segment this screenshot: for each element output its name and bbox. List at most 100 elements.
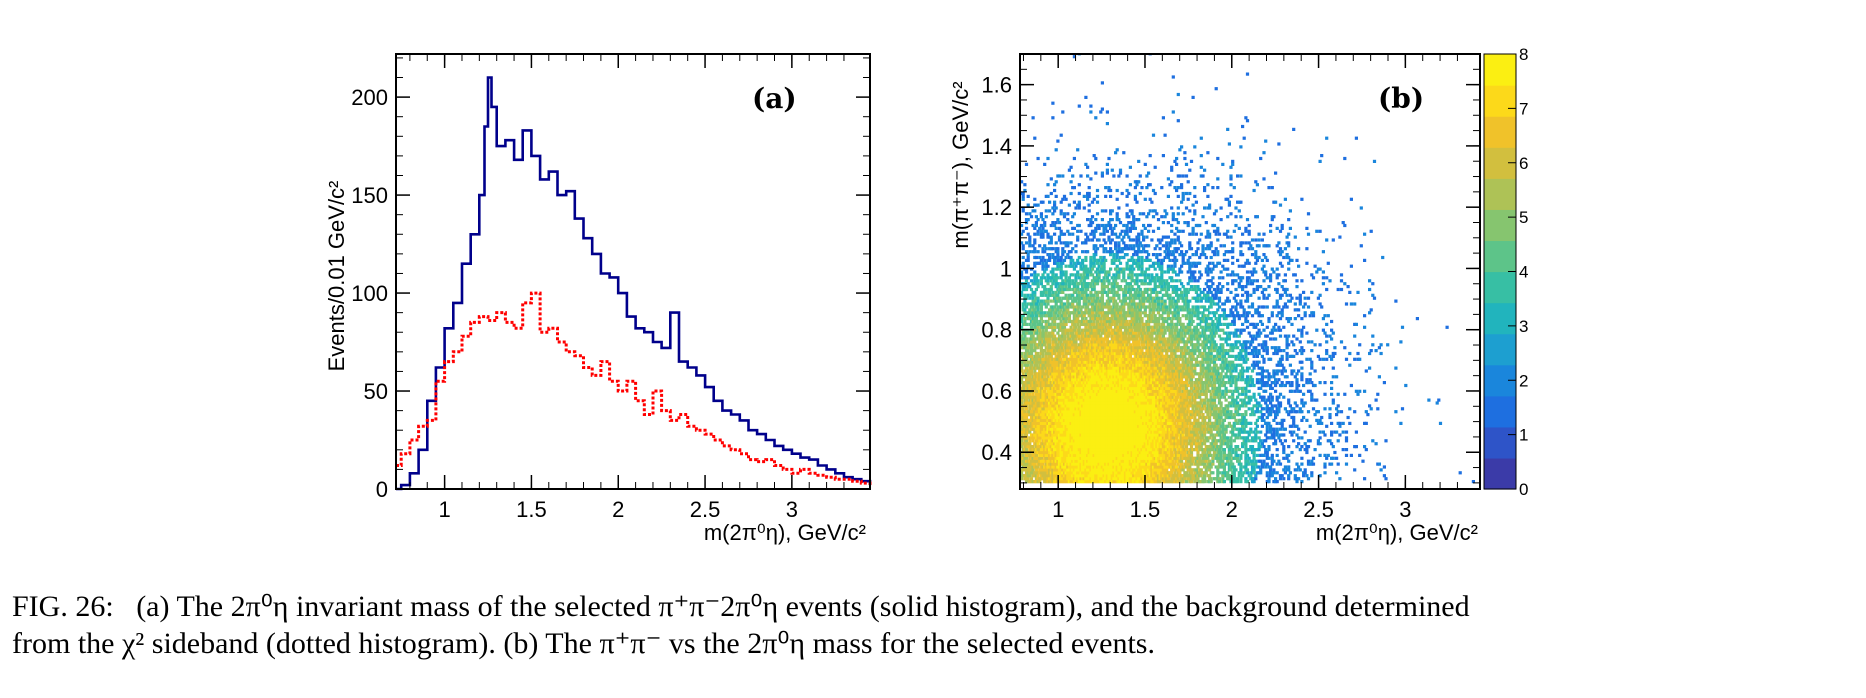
heatmap-cell xyxy=(1077,325,1081,329)
heatmap-cell xyxy=(1123,334,1128,338)
heatmap-cell xyxy=(1074,276,1078,280)
heatmap-cell xyxy=(1048,392,1052,396)
heatmap-cell xyxy=(1039,308,1043,312)
heatmap-cell xyxy=(1122,471,1126,475)
heatmap-cell xyxy=(1125,290,1129,294)
heatmap-cell xyxy=(1097,392,1101,396)
heatmap-cell xyxy=(1117,241,1121,245)
heatmap-cell xyxy=(1128,343,1132,347)
heatmap-cell xyxy=(1028,212,1032,216)
heatmap-cell xyxy=(1044,465,1048,469)
heatmap-cell xyxy=(1051,116,1055,120)
panel-label-a: (a) xyxy=(752,82,797,115)
heatmap-cell xyxy=(1082,410,1086,414)
heatmap-cell xyxy=(1087,392,1091,396)
heatmap-cell xyxy=(1112,413,1116,417)
heatmap-cell xyxy=(1053,209,1057,213)
heatmap-cell xyxy=(1041,200,1045,204)
heatmap-cell xyxy=(1044,410,1048,414)
heatmap-cell xyxy=(1048,200,1052,204)
heatmap-cell xyxy=(1081,378,1085,382)
heatmap-cell xyxy=(1033,372,1037,376)
heatmap-cell xyxy=(1051,328,1055,332)
heatmap-cell xyxy=(1034,331,1038,335)
heatmap-cell xyxy=(1033,474,1037,478)
heatmap-cell xyxy=(1051,453,1055,457)
heatmap-cell xyxy=(1071,389,1075,393)
heatmap-cell xyxy=(1066,212,1070,216)
heatmap-cell xyxy=(1066,244,1070,248)
heatmap-cell xyxy=(1122,314,1126,318)
heatmap-cell xyxy=(1076,270,1080,274)
heatmap-cell xyxy=(1061,471,1065,475)
heatmap-cell xyxy=(1094,398,1098,402)
heatmap-cell xyxy=(1054,337,1058,341)
heatmap-cell xyxy=(1099,448,1103,452)
heatmap-cell xyxy=(1127,258,1131,262)
heatmap-cell xyxy=(1067,456,1071,460)
heatmap-cell xyxy=(1100,474,1104,478)
heatmap-cell xyxy=(1082,442,1086,446)
heatmap-cell xyxy=(1115,383,1119,388)
heatmap-cell xyxy=(1127,410,1131,414)
heatmap-cell xyxy=(1021,191,1025,196)
heatmap-cell xyxy=(1021,247,1025,251)
heatmap-cell xyxy=(1056,261,1060,265)
heatmap-cell xyxy=(1039,212,1043,216)
heatmap-cell xyxy=(1115,285,1119,289)
heatmap-cell xyxy=(1090,334,1095,338)
heatmap-cell xyxy=(1082,270,1086,274)
heatmap-cell xyxy=(1094,343,1098,347)
heatmap-cell xyxy=(1051,325,1055,329)
heatmap-cell xyxy=(1020,180,1024,184)
heatmap-cell xyxy=(1067,276,1071,280)
heatmap-cell xyxy=(1034,465,1038,469)
heatmap-cell xyxy=(1122,427,1126,431)
heatmap-cell xyxy=(1066,462,1070,466)
heatmap-cell xyxy=(1128,477,1132,481)
heatmap-cell xyxy=(1057,407,1062,411)
heatmap-cell xyxy=(1115,218,1119,222)
heatmap-cell xyxy=(1046,375,1050,379)
heatmap-cell xyxy=(1082,445,1086,449)
heatmap-cell xyxy=(1064,480,1068,484)
heatmap-cell xyxy=(1097,337,1101,341)
heatmap-cell xyxy=(1099,317,1103,321)
heatmap-cell xyxy=(1044,346,1048,350)
heatmap-cell xyxy=(1094,308,1098,312)
heatmap-cell xyxy=(1044,404,1048,408)
heatmap-cell xyxy=(1090,328,1095,332)
heatmap-cell xyxy=(1034,317,1038,321)
heatmap-cell xyxy=(1132,363,1136,367)
heatmap-cell xyxy=(1062,212,1067,216)
heatmap-cell xyxy=(1074,480,1078,484)
heatmap-cell xyxy=(1100,264,1104,268)
heatmap-cell xyxy=(1112,404,1116,408)
heatmap-cell xyxy=(1114,267,1118,271)
heatmap-cell xyxy=(1087,456,1091,460)
heatmap-cell xyxy=(1077,314,1081,318)
heatmap-cell xyxy=(1082,351,1086,356)
heatmap-cell xyxy=(1112,474,1116,478)
heatmap-cell xyxy=(1021,448,1025,452)
heatmap-cell xyxy=(1021,337,1025,341)
heatmap-cell xyxy=(1107,270,1111,274)
heatmap-cell xyxy=(1118,415,1123,420)
heatmap-cell xyxy=(1049,410,1053,414)
heatmap-cell xyxy=(1074,401,1078,405)
heatmap-cell xyxy=(1061,351,1065,356)
heatmap-cell xyxy=(1112,349,1116,353)
heatmap-cell xyxy=(1061,302,1065,306)
heatmap-cell xyxy=(1021,308,1025,312)
heatmap-cell xyxy=(1090,287,1095,292)
heatmap-cell xyxy=(1100,322,1104,326)
heatmap-cell xyxy=(1066,351,1070,356)
heatmap-cell xyxy=(1112,480,1116,484)
heatmap-cell xyxy=(1020,325,1024,329)
heatmap-cell xyxy=(1122,337,1126,341)
heatmap-cell xyxy=(1067,418,1071,422)
x-tick-label-a: 2.5 xyxy=(690,497,721,522)
heatmap-cell xyxy=(1054,340,1058,344)
heatmap-cell xyxy=(1044,480,1048,484)
heatmap-cell xyxy=(1021,331,1025,335)
